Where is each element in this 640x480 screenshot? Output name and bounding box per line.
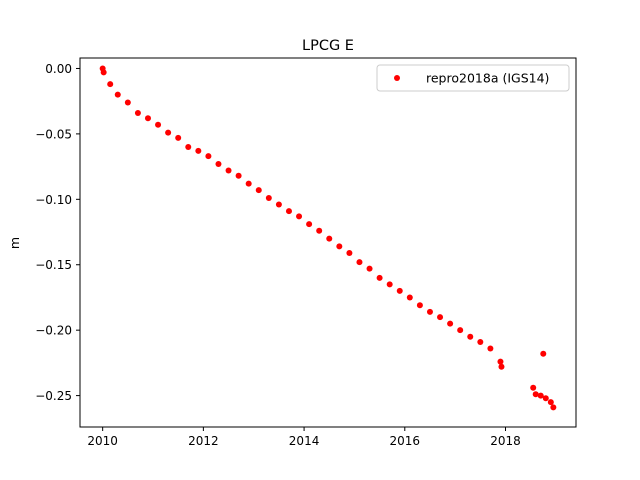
data-point <box>285 208 292 215</box>
data-point <box>336 243 343 250</box>
data-point <box>114 91 121 98</box>
legend-box <box>376 64 570 92</box>
data-point <box>416 302 423 309</box>
data-point <box>497 358 504 365</box>
data-point <box>185 143 192 150</box>
y-axis-label: m <box>7 237 22 249</box>
x-tick-label: 2014 <box>289 434 320 448</box>
data-point <box>195 147 202 154</box>
y-tick-label: −0.20 <box>35 324 72 338</box>
x-tick-label: 2012 <box>188 434 219 448</box>
data-point <box>386 281 393 288</box>
legend-label: repro2018a (IGS14) <box>426 71 549 86</box>
legend: repro2018a (IGS14) <box>376 64 570 92</box>
data-point <box>316 227 323 234</box>
data-point <box>165 129 172 136</box>
x-tick-label: 2010 <box>87 434 118 448</box>
data-point <box>215 160 222 167</box>
data-point <box>406 294 413 301</box>
data-point <box>447 320 454 327</box>
plot-area <box>80 58 576 427</box>
data-point <box>532 391 539 398</box>
data-point <box>366 265 373 272</box>
data-point <box>537 392 544 399</box>
x-axis: 2010 2012 2014 2016 2018 <box>87 427 521 448</box>
data-point <box>530 384 537 391</box>
data-point <box>437 314 444 321</box>
data-point <box>467 333 474 340</box>
plot-frame <box>79 57 577 428</box>
data-point <box>245 180 252 187</box>
chart-title: LPCG E <box>302 38 354 54</box>
legend-marker <box>394 75 400 81</box>
data-point <box>477 338 484 345</box>
data-point <box>296 213 303 220</box>
data-point <box>498 363 505 370</box>
y-tick-label: −0.15 <box>35 258 72 272</box>
data-point <box>275 201 282 208</box>
points-layer <box>99 65 557 411</box>
data-point <box>550 404 557 411</box>
data-point <box>376 274 383 281</box>
data-point <box>306 221 313 228</box>
data-point <box>235 172 242 179</box>
data-point <box>155 121 162 128</box>
data-point <box>124 99 131 106</box>
y-tick-label: 0.00 <box>45 62 72 76</box>
data-point <box>175 134 182 141</box>
data-point <box>396 287 403 294</box>
data-point <box>547 399 554 406</box>
data-point <box>487 345 494 352</box>
data-point <box>457 327 464 334</box>
data-point <box>326 235 333 242</box>
data-point <box>346 249 353 256</box>
y-tick-label: −0.05 <box>35 127 72 141</box>
data-point <box>540 350 547 357</box>
x-tick-label: 2018 <box>490 434 521 448</box>
data-point <box>225 167 232 174</box>
data-point <box>107 81 114 88</box>
data-point <box>144 115 151 122</box>
y-tick-label: −0.10 <box>35 193 72 207</box>
data-point <box>265 195 272 202</box>
data-point <box>255 187 262 194</box>
data-point <box>100 69 107 76</box>
data-point <box>356 259 363 266</box>
y-axis: 0.00 −0.05 −0.10 −0.15 −0.20 −0.25 <box>35 62 80 403</box>
y-tick-label: −0.25 <box>35 389 72 403</box>
data-point <box>542 395 549 402</box>
x-tick-label: 2016 <box>390 434 421 448</box>
data-point <box>426 308 433 315</box>
data-point <box>205 153 212 160</box>
data-point <box>134 109 141 116</box>
